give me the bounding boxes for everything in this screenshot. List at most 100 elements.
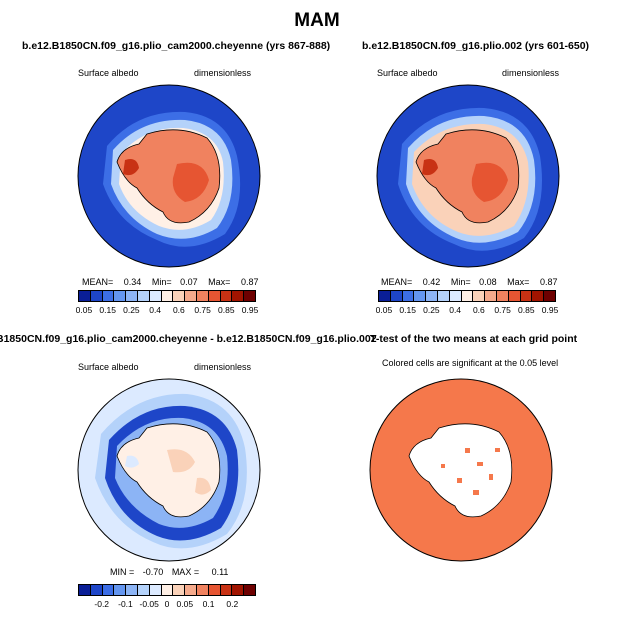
colorbar-tick-label: 0.95 <box>241 305 259 315</box>
colorbar-tick-label: 0.6 <box>172 305 185 315</box>
colorbar-swatch <box>244 291 255 301</box>
colorbar-swatch <box>426 291 438 301</box>
panel2-min-value: 0.08 <box>479 277 497 287</box>
colorbar-swatch <box>232 585 245 595</box>
colorbar-swatch <box>473 291 486 301</box>
colorbar-tick-label: 0.05 <box>75 305 93 315</box>
colorbar-swatch <box>161 291 174 301</box>
colorbar-swatch <box>114 585 127 595</box>
panel2-colorbar <box>378 290 556 302</box>
panel3-min-label: MIN = <box>110 567 135 577</box>
panel4-subtitle: Colored cells are significant at the 0.0… <box>382 358 559 368</box>
colorbar-swatch <box>485 291 497 301</box>
colorbar-tick-label: -0.05 <box>139 599 159 609</box>
panel1-max-label: Max= <box>208 277 231 287</box>
panel2-mean-value: 0.42 <box>422 277 441 287</box>
panel1-units-label: dimensionless <box>194 68 252 78</box>
colorbar-swatch <box>461 291 474 301</box>
colorbar-swatch <box>544 291 555 301</box>
colorbar-swatch <box>244 585 255 595</box>
colorbar-swatch <box>196 585 209 595</box>
panel2-stats: MEAN= 0.42 Min= 0.08 Max= 0.87 <box>381 277 557 287</box>
panel3-variable-label: Surface albedo <box>78 362 139 372</box>
panel1-max-value: 0.87 <box>240 277 259 287</box>
panel2-max-value: 0.87 <box>539 277 558 287</box>
colorbar-swatch <box>90 585 103 595</box>
colorbar-swatch <box>137 585 150 595</box>
colorbar-tick-label: 0.25 <box>123 305 140 315</box>
colorbar-swatch <box>90 291 103 301</box>
colorbar-tick-label: 0.05 <box>176 599 194 609</box>
colorbar-swatch <box>196 291 209 301</box>
colorbar-tick-label: 0.15 <box>99 305 116 315</box>
colorbar-tick-label: 0.1 <box>202 599 215 609</box>
colorbar-swatch <box>102 291 115 301</box>
panel3-max-value: 0.11 <box>211 567 229 577</box>
colorbar-tick-label: 0.6 <box>472 305 485 315</box>
colorbar-swatch <box>508 291 521 301</box>
panel1-stats: MEAN= 0.34 Min= 0.07 Max= 0.87 <box>82 277 258 287</box>
colorbar-swatch <box>126 585 138 595</box>
colorbar-swatch <box>520 291 533 301</box>
colorbar-tick-label: 0.2 <box>226 599 239 609</box>
colorbar-tick-label: -0.2 <box>94 599 110 609</box>
colorbar-swatch <box>173 291 186 301</box>
colorbar-swatch <box>161 585 174 595</box>
colorbar-swatch <box>149 585 162 595</box>
panel2-min-label: Min= <box>450 277 471 287</box>
panel2-mean-label: MEAN= <box>381 277 413 287</box>
panel1-min-value: 0.07 <box>180 277 198 287</box>
figure-title: MAM <box>294 10 340 31</box>
panel2-title: b.e12.B1850CN.f09_g16.plio.002 (yrs 601-… <box>362 40 590 52</box>
colorbar-swatch <box>137 291 150 301</box>
colorbar-swatch <box>232 291 245 301</box>
colorbar-tick-label: -0.1 <box>118 599 133 609</box>
colorbar-swatch <box>102 585 115 595</box>
panel3-max-label: MAX = <box>171 567 200 577</box>
colorbar-swatch <box>449 291 462 301</box>
colorbar-swatch <box>114 291 127 301</box>
colorbar-tick-label: 0.4 <box>449 305 462 315</box>
colorbar-tick-label: 0.25 <box>423 305 440 315</box>
panel2-variable-label: Surface albedo <box>377 68 438 78</box>
panel4-title: T-test of the two means at each grid poi… <box>370 333 578 345</box>
colorbar-swatch <box>390 291 403 301</box>
colorbar-tick-label: 0.15 <box>399 305 416 315</box>
colorbar-swatch <box>220 291 233 301</box>
colorbar-swatch <box>185 585 197 595</box>
panel3-units-label: dimensionless <box>194 362 252 372</box>
colorbar-tick-label: 0.95 <box>541 305 559 315</box>
panel1-mean-value: 0.34 <box>123 277 142 287</box>
colorbar-tick-label: 0.85 <box>518 305 535 315</box>
colorbar-tick-label: 0.75 <box>494 305 511 315</box>
panel3-colorbar <box>78 584 256 596</box>
panel1-mean-label: MEAN= <box>82 277 114 287</box>
colorbar-tick-label: 0.85 <box>218 305 235 315</box>
colorbar-tick-label: 0.75 <box>194 305 211 315</box>
colorbar-swatch <box>173 585 186 595</box>
colorbar-swatch <box>496 291 509 301</box>
colorbar-swatch <box>149 291 162 301</box>
colorbar-swatch <box>79 291 91 301</box>
panel1-polar-map <box>77 84 261 268</box>
panel3-stats: MIN = -0.70 MAX = 0.11 <box>110 567 228 577</box>
colorbar-swatch <box>208 291 221 301</box>
panel1-title: b.e12.B1850CN.f09_g16.plio_cam2000.cheye… <box>22 40 331 52</box>
colorbar-tick-label: 0.4 <box>149 305 162 315</box>
colorbar-swatch <box>185 291 197 301</box>
colorbar-tick-label: 0 <box>164 599 170 609</box>
colorbar-swatch <box>402 291 415 301</box>
panel2-units-label: dimensionless <box>502 68 560 78</box>
colorbar-tick-label: 0.05 <box>375 305 393 315</box>
panel3-title: B1850CN.f09_g16.plio_cam2000.cheyenne - … <box>0 333 377 345</box>
panel2-max-label: Max= <box>507 277 530 287</box>
panel1-colorbar <box>78 290 256 302</box>
panel1-min-label: Min= <box>151 277 172 287</box>
colorbar-swatch <box>437 291 450 301</box>
colorbar-swatch <box>379 291 391 301</box>
panel4-polar-map <box>369 378 553 562</box>
colorbar-swatch <box>220 585 233 595</box>
panel3-min-value: -0.70 <box>142 567 164 577</box>
panel3-polar-map <box>77 378 261 562</box>
colorbar-swatch <box>532 291 545 301</box>
